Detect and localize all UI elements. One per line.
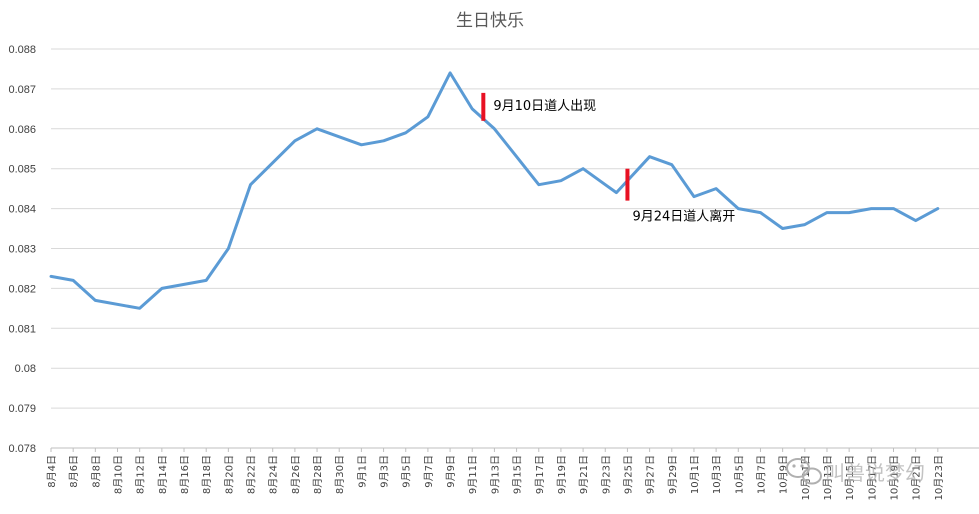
x-tick-label: 8月8日 xyxy=(90,455,102,488)
x-tick-label: 10月17日 xyxy=(866,455,878,500)
y-tick-label: 0.083 xyxy=(8,244,36,256)
x-tick-label: 9月19日 xyxy=(556,455,568,494)
x-tick-label: 9月3日 xyxy=(379,455,391,488)
x-tick-label: 10月3日 xyxy=(711,455,723,494)
y-tick-label: 0.079 xyxy=(8,403,36,415)
annotations: 9月10日道人出现 9月24日道人离开 xyxy=(481,92,735,225)
y-tick-label: 0.086 xyxy=(8,124,36,136)
x-tick-label: 9月29日 xyxy=(667,455,679,494)
y-tick-label: 0.082 xyxy=(8,283,36,295)
y-tick-label: 0.088 xyxy=(8,44,36,56)
y-axis-ticks: 0.078 0.079 0.08 0.081 0.082 0.083 0.084 0.085 0… xyxy=(8,44,36,455)
x-tick-label: 10月15日 xyxy=(844,455,856,500)
x-tick-label: 9月27日 xyxy=(645,455,657,494)
x-tick-label: 10月9日 xyxy=(778,455,790,494)
x-tick-label: 8月26日 xyxy=(290,455,302,494)
y-tick-label: 0.08 xyxy=(15,363,36,375)
x-tick-label: 8月22日 xyxy=(246,455,258,494)
y-tick-label: 0.084 xyxy=(8,204,36,216)
x-tick-label: 8月28日 xyxy=(312,455,324,494)
x-tick-label: 10月23日 xyxy=(933,455,945,500)
annotation-label: 9月10日道人出现 xyxy=(493,99,596,114)
y-tick-label: 0.078 xyxy=(8,443,36,455)
series-line xyxy=(49,71,940,310)
watermark: 叫兽说梦幻 xyxy=(786,458,925,485)
x-tick-label: 10月13日 xyxy=(822,455,834,500)
x-tick-label: 8月10日 xyxy=(113,455,125,494)
y-tick-label: 0.081 xyxy=(8,323,36,335)
x-tick-label: 8月20日 xyxy=(223,455,235,494)
x-tick-label: 9月23日 xyxy=(600,455,612,494)
x-tick-label: 8月4日 xyxy=(46,455,58,488)
x-tick-label: 10月7日 xyxy=(755,455,767,494)
x-tick-label: 9月13日 xyxy=(489,455,501,494)
x-tick-label: 8月30日 xyxy=(334,455,346,494)
x-tick-label: 8月18日 xyxy=(201,455,213,494)
x-tick-label: 9月5日 xyxy=(401,455,413,488)
x-tick-label: 9月1日 xyxy=(356,455,368,488)
x-tick-label: 9月21日 xyxy=(578,455,590,494)
x-tick-label: 8月14日 xyxy=(157,455,169,494)
x-tick-label: 10月1日 xyxy=(689,455,701,494)
x-tick-label: 10月21日 xyxy=(911,455,923,500)
x-axis-ticks: 8月4日 8月6日 8月8日 8月10日 8月12日 8月14日 8月16日 8月18日 8月2… xyxy=(46,448,945,500)
y-tick-label: 0.085 xyxy=(8,164,36,176)
gridlines xyxy=(51,48,979,449)
x-tick-label: 9月7日 xyxy=(423,455,435,488)
x-tick-label: 10月19日 xyxy=(888,455,900,500)
annotation-label: 9月24日道人离开 xyxy=(632,209,735,225)
y-tick-label: 0.087 xyxy=(8,84,36,96)
x-tick-label: 8月16日 xyxy=(179,455,191,494)
x-tick-label: 8月6日 xyxy=(68,455,80,488)
x-tick-label: 9月25日 xyxy=(622,455,634,494)
x-tick-label: 8月12日 xyxy=(135,455,147,494)
x-tick-label: 9月11日 xyxy=(467,455,479,494)
series-line-layer xyxy=(49,71,940,310)
watermark-text: 叫兽说梦幻 xyxy=(825,461,925,485)
x-tick-label: 8月24日 xyxy=(268,455,280,494)
x-tick-label: 10月5日 xyxy=(733,455,745,494)
wechat-icon xyxy=(786,458,822,485)
x-tick-label: 9月9日 xyxy=(445,455,457,488)
x-tick-label: 9月15日 xyxy=(512,455,524,494)
x-tick-label: 9月17日 xyxy=(534,455,546,494)
chart-title: 生日快乐 xyxy=(456,11,524,31)
